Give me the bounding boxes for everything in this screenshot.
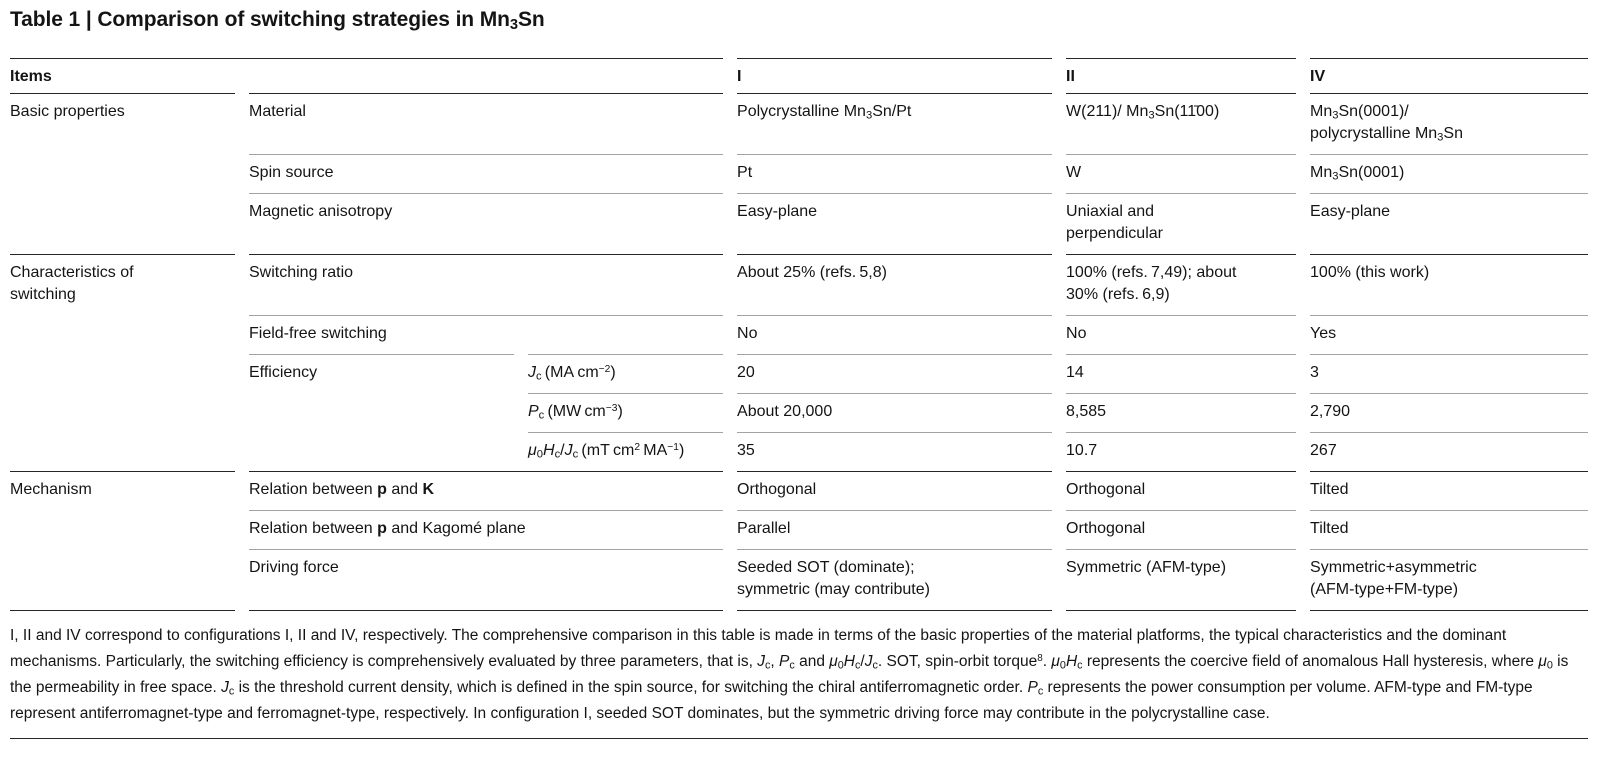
bottom-rule <box>10 738 1588 739</box>
cell-spin-source-I: Pt <box>737 154 1053 193</box>
label-spin-source: Spin source <box>249 154 724 193</box>
cell-driving-force-IV: Symmetric+asymmetric (AFM-type+FM-type) <box>1310 549 1589 611</box>
cell-spin-source-II: W <box>1066 154 1297 193</box>
cell-driving-force-I: Seeded SOT (dominate); symmetric (may con… <box>737 549 1053 611</box>
row-efficiency-muhc-jc: μ0Hc/Jc (mT cm2 MA−1) 35 10.7 267 <box>10 432 1589 471</box>
row-material: Basic properties Material Polycrystallin… <box>10 93 1589 154</box>
table-footnote: I, II and IV correspond to configuration… <box>10 627 1569 722</box>
label-relation-p-kagome: Relation between p and Kagomé plane <box>249 510 724 549</box>
label-magnetic-anisotropy: Magnetic anisotropy <box>249 193 724 254</box>
column-header-II: II <box>1066 58 1297 93</box>
row-driving-force: Driving force Seeded SOT (dominate); symm… <box>10 549 1589 611</box>
param-jc: Jc (MA cm−2) <box>528 354 724 393</box>
row-efficiency-jc: Efficiency Jc (MA cm−2) 20 14 3 <box>10 354 1589 393</box>
label-material: Material <box>249 93 724 154</box>
cell-relation-p-kagome-II: Orthogonal <box>1066 510 1297 549</box>
param-pc: Pc (MW cm−3) <box>528 393 724 432</box>
group-characteristics-of-switching: Characteristics of switching <box>10 254 235 471</box>
cell-pc-IV: 2,790 <box>1310 393 1589 432</box>
cell-field-free-I: No <box>737 315 1053 354</box>
cell-pc-II: 8,585 <box>1066 393 1297 432</box>
label-field-free-switching: Field-free switching <box>249 315 724 354</box>
comparison-table: Items I II IV Basic properties Material … <box>0 58 1598 611</box>
cell-switching-ratio-II: 100% (refs. 7,49); about 30% (refs. 6,9) <box>1066 254 1297 315</box>
cell-field-free-IV: Yes <box>1310 315 1589 354</box>
group-mechanism: Mechanism <box>10 471 235 611</box>
row-efficiency-pc: Pc (MW cm−3) About 20,000 8,585 2,790 <box>10 393 1589 432</box>
column-header-items: Items <box>10 58 724 93</box>
cell-relation-p-k-I: Orthogonal <box>737 471 1053 510</box>
cell-muhc-jc-II: 10.7 <box>1066 432 1297 471</box>
table-title: Table 1 | Comparison of switching strate… <box>10 8 545 34</box>
cell-relation-p-kagome-IV: Tilted <box>1310 510 1589 549</box>
row-relation-p-kagome: Relation between p and Kagomé plane Para… <box>10 510 1589 549</box>
cell-jc-IV: 3 <box>1310 354 1589 393</box>
cell-material-I: Polycrystalline Mn3Sn/Pt <box>737 93 1053 154</box>
row-field-free-switching: Field-free switching No No Yes <box>10 315 1589 354</box>
cell-jc-II: 14 <box>1066 354 1297 393</box>
cell-material-II: W(211)/ Mn3Sn(11̄00) <box>1066 93 1297 154</box>
cell-muhc-jc-I: 35 <box>737 432 1053 471</box>
cell-field-free-II: No <box>1066 315 1297 354</box>
cell-switching-ratio-IV: 100% (this work) <box>1310 254 1589 315</box>
cell-material-IV: Mn3Sn(0001)/polycrystalline Mn3Sn <box>1310 93 1589 154</box>
cell-jc-I: 20 <box>737 354 1053 393</box>
cell-relation-p-k-II: Orthogonal <box>1066 471 1297 510</box>
column-header-I: I <box>737 58 1053 93</box>
cell-switching-ratio-I: About 25% (refs. 5,8) <box>737 254 1053 315</box>
cell-driving-force-II: Symmetric (AFM-type) <box>1066 549 1297 611</box>
group-basic-properties: Basic properties <box>10 93 235 254</box>
label-relation-p-k: Relation between p and K <box>249 471 724 510</box>
cell-pc-I: About 20,000 <box>737 393 1053 432</box>
row-relation-p-k: Mechanism Relation between p and K Ortho… <box>10 471 1589 611</box>
row-magnetic-anisotropy: Magnetic anisotropy Easy-plane Uniaxial … <box>10 193 1589 254</box>
cell-relation-p-k-IV: Tilted <box>1310 471 1589 510</box>
cell-magnetic-anisotropy-IV: Easy-plane <box>1310 193 1589 254</box>
column-header-IV: IV <box>1310 58 1589 93</box>
label-efficiency: Efficiency <box>249 354 514 471</box>
cell-relation-p-kagome-I: Parallel <box>737 510 1053 549</box>
cell-muhc-jc-IV: 267 <box>1310 432 1589 471</box>
label-driving-force: Driving force <box>249 549 724 611</box>
row-switching-ratio: Characteristics of switching Switching ra… <box>10 254 1589 315</box>
cell-magnetic-anisotropy-II: Uniaxial and perpendicular <box>1066 193 1297 254</box>
row-spin-source: Spin source Pt W Mn3Sn(0001) <box>10 154 1589 193</box>
cell-spin-source-IV: Mn3Sn(0001) <box>1310 154 1589 193</box>
header-row: Items I II IV <box>10 58 1589 93</box>
param-muhc-jc: μ0Hc/Jc (mT cm2 MA−1) <box>528 432 724 471</box>
label-switching-ratio: Switching ratio <box>249 254 724 315</box>
cell-magnetic-anisotropy-I: Easy-plane <box>737 193 1053 254</box>
